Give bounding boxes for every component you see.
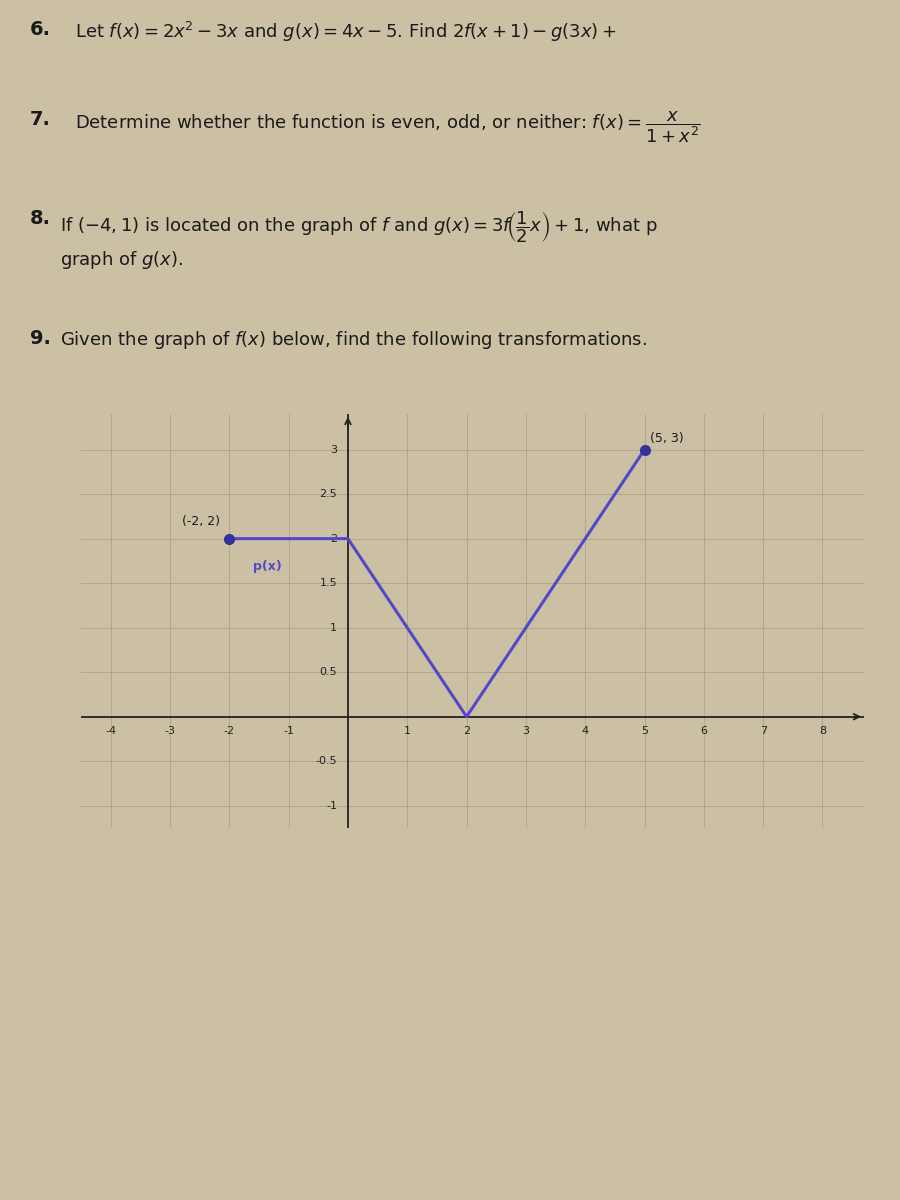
- Text: -2: -2: [224, 726, 235, 736]
- Text: 4: 4: [581, 726, 589, 736]
- Text: 3: 3: [522, 726, 529, 736]
- Text: 6.: 6.: [30, 20, 51, 38]
- Text: 1.5: 1.5: [320, 578, 338, 588]
- Text: graph of $g(x)$.: graph of $g(x)$.: [60, 250, 184, 271]
- Text: -1: -1: [284, 726, 294, 736]
- Text: -3: -3: [165, 726, 176, 736]
- Text: 8: 8: [819, 726, 826, 736]
- Text: 7.: 7.: [30, 109, 51, 128]
- Text: 7: 7: [760, 726, 767, 736]
- Text: -1: -1: [327, 800, 338, 811]
- Text: 2: 2: [463, 726, 470, 736]
- Text: -4: -4: [105, 726, 116, 736]
- Text: 0.5: 0.5: [320, 667, 338, 677]
- Text: 2: 2: [330, 534, 338, 544]
- Text: 2.5: 2.5: [320, 490, 338, 499]
- Text: Determine whether the function is even, odd, or neither: $f(x) = \dfrac{x}{1+x^2: Determine whether the function is even, …: [75, 109, 701, 145]
- Text: 8.: 8.: [30, 210, 51, 228]
- Text: Given the graph of $f(x)$ below, find the following transformations.: Given the graph of $f(x)$ below, find th…: [60, 329, 647, 352]
- Text: (5, 3): (5, 3): [651, 432, 684, 445]
- Text: 9.: 9.: [30, 329, 51, 348]
- Text: If $(-4,1)$ is located on the graph of $f$ and $g(x) = 3f\!\left(\dfrac{1}{2}x\r: If $(-4,1)$ is located on the graph of $…: [60, 210, 658, 245]
- Text: Let $f(x) = 2x^2 - 3x$ and $g(x) = 4x - 5$. Find $2f(x + 1) - g(3x) +$: Let $f(x) = 2x^2 - 3x$ and $g(x) = 4x - …: [75, 20, 617, 44]
- Text: 1: 1: [330, 623, 338, 632]
- Text: p(x): p(x): [253, 560, 282, 572]
- Text: 3: 3: [330, 445, 338, 455]
- Text: 1: 1: [404, 726, 410, 736]
- Text: 6: 6: [700, 726, 707, 736]
- Text: (-2, 2): (-2, 2): [183, 515, 220, 528]
- Text: 5: 5: [641, 726, 648, 736]
- Text: -0.5: -0.5: [316, 756, 338, 767]
